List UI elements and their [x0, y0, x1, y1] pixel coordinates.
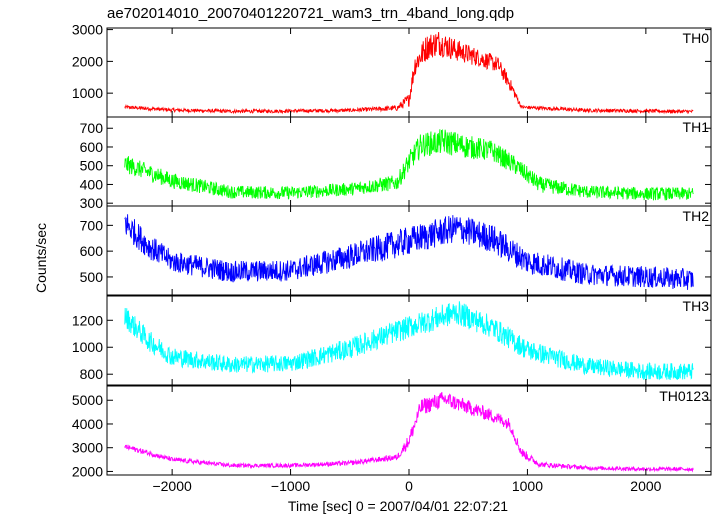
series-line-th0123 [124, 392, 694, 473]
series-label-th0: TH0 [683, 30, 710, 46]
series-label-th2: TH2 [683, 208, 710, 224]
series-line-th3 [124, 301, 694, 381]
y-tick-label: 700 [80, 217, 104, 233]
panels: 1000 2000 3000 TH0 300 400 500 600 700 TH1 500 600 7… [72, 22, 712, 494]
y-tick-label: 1000 [72, 339, 103, 355]
y-tick-label: 1000 [72, 85, 103, 101]
y-axis-label: Counts/sec [33, 223, 49, 293]
y-tick-label: 600 [80, 139, 104, 155]
y-tick-label: 5000 [72, 392, 103, 408]
y-tick-label: 3000 [72, 22, 103, 38]
series-line-th1 [124, 128, 694, 201]
y-tick-label: 3000 [72, 440, 103, 456]
x-tick-label: 1000 [512, 478, 543, 494]
x-tick-label: −2000 [152, 478, 192, 494]
series-label-th3: TH3 [683, 298, 710, 314]
series-line-th0 [124, 31, 694, 115]
y-tick-label: 800 [80, 366, 104, 382]
y-tick-label: 300 [80, 195, 104, 211]
y-tick-label: 2000 [72, 463, 103, 479]
series-line-th2 [124, 214, 694, 290]
series-label-th1: TH1 [683, 119, 710, 135]
y-tick-label: 500 [80, 158, 104, 174]
y-tick-label: 4000 [72, 416, 103, 432]
y-tick-label: 1200 [72, 312, 103, 328]
y-tick-label: 400 [80, 176, 104, 192]
x-tick-label: 0 [405, 478, 413, 494]
y-tick-label: 600 [80, 243, 104, 259]
x-tick-label: 2000 [630, 478, 661, 494]
series-label-th0123: TH0123 [659, 388, 709, 404]
y-tick-label: 700 [80, 120, 104, 136]
chart-title: ae702014010_20070401220721_wam3_trn_4ban… [107, 5, 514, 22]
panel-frame-th0123 [106, 385, 712, 476]
y-tick-label: 2000 [72, 53, 103, 69]
x-axis-label: Time [sec] 0 = 2007/04/01 22:07:21 [288, 498, 508, 514]
y-tick-label: 500 [80, 269, 104, 285]
x-tick-label: −1000 [271, 478, 311, 494]
